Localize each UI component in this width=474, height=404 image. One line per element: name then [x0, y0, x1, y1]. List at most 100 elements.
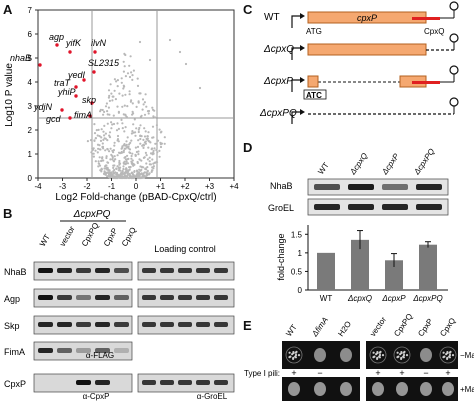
x-tick-labels: -4 -3 -2 -1 0 +1 +2 +3 +4	[34, 178, 239, 191]
agglutination-speck	[400, 356, 403, 359]
bar	[419, 244, 437, 290]
bar-x-label: ΔcpxPQ	[412, 294, 442, 303]
column-label: CpxQ	[438, 316, 457, 338]
band	[76, 380, 91, 385]
agglutination-wells	[285, 346, 457, 396]
agglutination-speck	[294, 351, 297, 354]
nhab-band	[416, 184, 442, 190]
atg-label-wt: ATG	[306, 27, 322, 36]
significant-point	[82, 78, 86, 82]
gene-label: fimA	[74, 110, 92, 120]
column-label: vector	[368, 315, 388, 338]
band	[114, 295, 129, 300]
band	[95, 295, 110, 300]
band	[95, 322, 110, 327]
band	[95, 380, 110, 385]
agglutination-speck	[446, 351, 449, 355]
x-tick: +4	[229, 182, 239, 191]
x-tick: -3	[59, 182, 67, 191]
agglutination-speck	[405, 354, 409, 357]
nhab-band	[314, 184, 340, 190]
panel-label-d: D	[243, 140, 253, 155]
gene-label: skp	[82, 95, 96, 105]
nhab-band	[348, 184, 374, 190]
column-label: CpxPQ	[392, 312, 414, 338]
button-pellet	[372, 382, 384, 396]
bar-y-ticks: 0 0.5 1 1.5	[291, 230, 308, 295]
row-nhab-d: NhaB	[270, 181, 293, 191]
lane-label: WT	[38, 233, 52, 248]
column-label: H2O	[336, 320, 353, 339]
significant-point	[60, 108, 64, 112]
agglutination-speck	[396, 351, 399, 354]
antibody-cpxp: α-CpxP	[83, 392, 110, 401]
blot-rows: NhaB Agp Skp FimA CpxP	[4, 261, 235, 393]
agglutination-speck	[292, 351, 295, 355]
band	[76, 348, 91, 353]
band	[38, 322, 53, 327]
plus-man-label: +Man	[460, 385, 474, 394]
agglutination-speck	[288, 351, 291, 354]
agglutination-speck	[442, 351, 445, 354]
cpxq-label-wt: CpxQ	[424, 27, 444, 36]
pili-sign: −	[317, 368, 322, 378]
agglutination-speck	[400, 351, 403, 355]
y-tick: 0	[28, 174, 33, 183]
x-tick: +3	[205, 182, 215, 191]
agglutination-speck	[402, 351, 405, 354]
panel-e: WT ΔfimA H2O vector CpxPQ CpxP CpxQ Type I pil…	[244, 312, 474, 401]
bar-x-label: ΔcpxQ	[347, 294, 372, 303]
panel-label-b: B	[3, 206, 13, 221]
bar	[385, 260, 403, 290]
panel-d: WT ΔcpxQ ΔcpxP ΔcpxPQ NhaB GroEL 0 0.5 1 1.5 W…	[268, 147, 449, 303]
agglutination-speck	[381, 354, 385, 357]
y-tick: 4	[28, 78, 33, 87]
gene-label: gcd	[46, 114, 62, 124]
lane-label: CpxPQ	[80, 221, 101, 248]
antibody-groel: α-GroEL	[197, 392, 228, 401]
construct-wt-label: WT	[264, 12, 280, 23]
strain-label: ΔcpxPQ	[73, 209, 111, 220]
agglutination-speck	[448, 351, 451, 354]
y-tick: 3	[28, 102, 33, 111]
x-tick: -1	[108, 182, 116, 191]
bar-y-tick: 0	[298, 286, 303, 295]
agglutination-speck	[372, 351, 375, 354]
significant-point	[68, 50, 72, 54]
y-tick-labels: 0 1 2 3 4 5 6 7	[28, 6, 38, 183]
button-pellet	[442, 382, 454, 396]
bar-y-axis-label: fold-change	[276, 233, 286, 280]
lane-label-d: ΔcpxP	[380, 151, 402, 176]
y-tick: 6	[28, 30, 33, 39]
gene-label: ilvN	[91, 38, 106, 48]
blot-row-label: Skp	[4, 321, 20, 331]
gene-label: nhaB	[10, 53, 31, 63]
band	[114, 268, 129, 273]
bar	[317, 252, 335, 290]
band	[57, 348, 72, 353]
band	[38, 268, 53, 273]
significant-point	[88, 114, 92, 118]
atc-label: ATC	[306, 91, 322, 100]
gene-label: SL2315	[88, 58, 120, 68]
y-axis-label: Log10 P value	[4, 63, 15, 127]
pili-sign: +	[445, 368, 450, 378]
groel-band	[416, 204, 442, 210]
y-tick: 5	[28, 54, 33, 63]
construct-dcpxp-label: ΔcpxP	[263, 76, 293, 87]
panel-label-e: E	[243, 318, 252, 333]
column-labels: WT ΔfimA H2O vector CpxPQ CpxP CpxQ	[284, 312, 457, 339]
lane-label-d: ΔcpxPQ	[412, 147, 437, 177]
construct-dcpxq-label: ΔcpxQ	[263, 44, 294, 55]
band	[114, 322, 129, 327]
significant-point	[55, 43, 59, 47]
bars	[317, 230, 437, 290]
button-pellet	[288, 382, 300, 396]
agglutination-speck	[373, 355, 376, 358]
x-axis-label: Log2 Fold-change (pBAD-CpxQ/ctrl)	[55, 192, 216, 203]
x-tick: +2	[180, 182, 190, 191]
agglutination-speck	[397, 355, 400, 358]
pili-sign: +	[291, 368, 296, 378]
button-pellet	[396, 382, 408, 396]
y-tick: 2	[28, 126, 33, 135]
